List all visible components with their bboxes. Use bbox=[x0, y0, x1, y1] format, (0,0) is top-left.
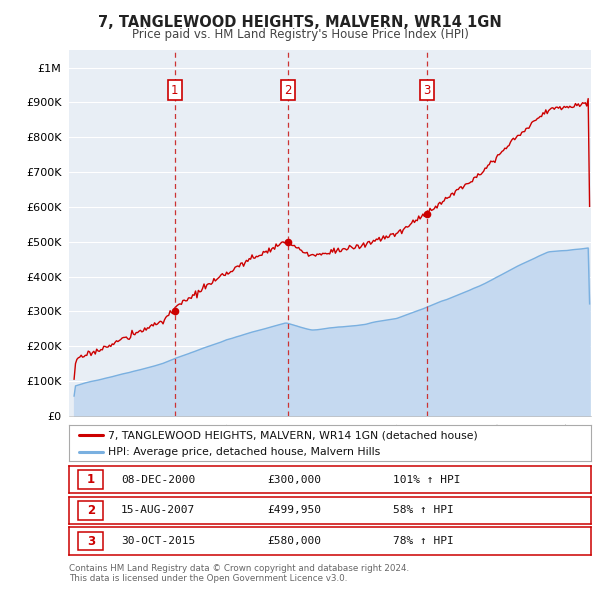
Text: £300,000: £300,000 bbox=[268, 475, 322, 484]
Text: 30-OCT-2015: 30-OCT-2015 bbox=[121, 536, 196, 546]
Text: 15-AUG-2007: 15-AUG-2007 bbox=[121, 506, 196, 515]
Text: 2: 2 bbox=[284, 84, 292, 97]
FancyBboxPatch shape bbox=[79, 532, 103, 550]
Text: 1: 1 bbox=[87, 473, 95, 486]
Text: 7, TANGLEWOOD HEIGHTS, MALVERN, WR14 1GN (detached house): 7, TANGLEWOOD HEIGHTS, MALVERN, WR14 1GN… bbox=[108, 430, 478, 440]
Text: Contains HM Land Registry data © Crown copyright and database right 2024.
This d: Contains HM Land Registry data © Crown c… bbox=[69, 563, 409, 583]
Text: HPI: Average price, detached house, Malvern Hills: HPI: Average price, detached house, Malv… bbox=[108, 447, 380, 457]
FancyBboxPatch shape bbox=[79, 470, 103, 489]
Text: 3: 3 bbox=[424, 84, 431, 97]
Text: £580,000: £580,000 bbox=[268, 536, 322, 546]
Text: 2: 2 bbox=[87, 504, 95, 517]
Text: 08-DEC-2000: 08-DEC-2000 bbox=[121, 475, 196, 484]
Text: 78% ↑ HPI: 78% ↑ HPI bbox=[392, 536, 454, 546]
Text: Price paid vs. HM Land Registry's House Price Index (HPI): Price paid vs. HM Land Registry's House … bbox=[131, 28, 469, 41]
Text: 101% ↑ HPI: 101% ↑ HPI bbox=[392, 475, 460, 484]
Text: 3: 3 bbox=[87, 535, 95, 548]
Text: 7, TANGLEWOOD HEIGHTS, MALVERN, WR14 1GN: 7, TANGLEWOOD HEIGHTS, MALVERN, WR14 1GN bbox=[98, 15, 502, 30]
FancyBboxPatch shape bbox=[79, 501, 103, 520]
Text: 1: 1 bbox=[171, 84, 178, 97]
Text: £499,950: £499,950 bbox=[268, 506, 322, 515]
Text: 58% ↑ HPI: 58% ↑ HPI bbox=[392, 506, 454, 515]
